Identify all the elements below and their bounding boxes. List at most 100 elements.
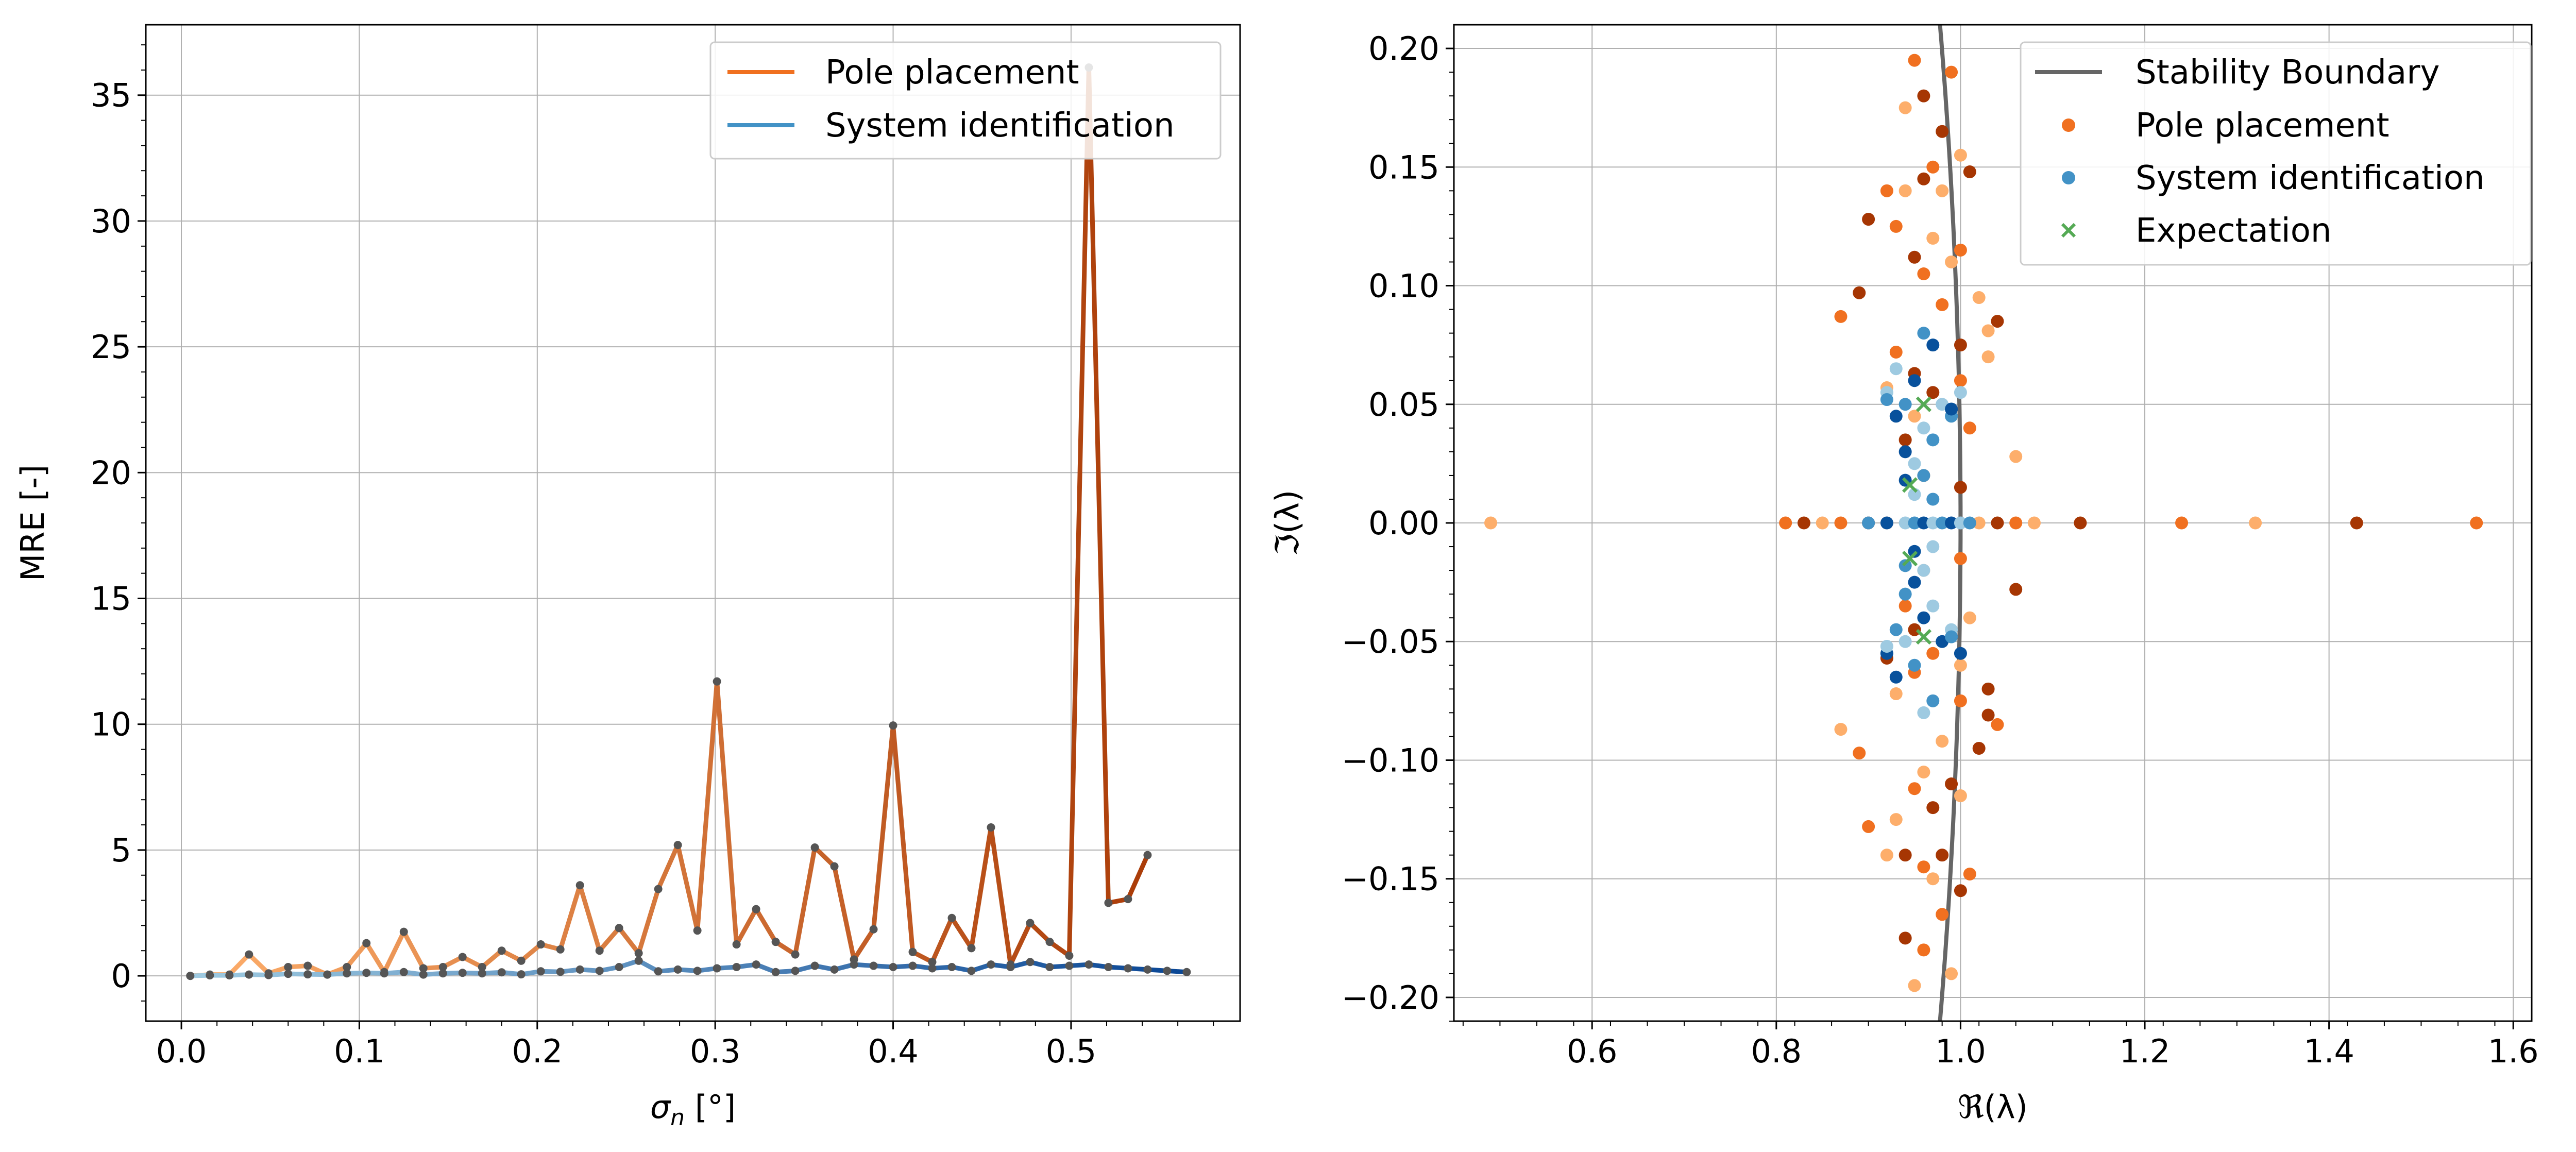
series-segment-0 bbox=[344, 941, 369, 970]
series-segment-0 bbox=[1125, 853, 1150, 902]
expectation-cross-stroke bbox=[1902, 477, 1918, 493]
series-point-0 bbox=[752, 905, 760, 913]
series-point-1 bbox=[987, 960, 995, 969]
series-point-1 bbox=[1143, 965, 1152, 974]
expectation-cross-stroke bbox=[1916, 396, 1932, 412]
series-point-1 bbox=[575, 965, 584, 974]
legend-swatch-system-identification-dot bbox=[2062, 171, 2075, 184]
series-segment-0 bbox=[364, 941, 387, 975]
series-point-0 bbox=[928, 958, 937, 967]
right-y-tick-label: 0.15 bbox=[1368, 148, 1439, 186]
left-legend: Pole placement System identification bbox=[709, 41, 1222, 160]
pole-placement-point bbox=[1834, 723, 1848, 736]
pole-placement-point bbox=[1908, 410, 1921, 423]
pole-placement-point bbox=[1954, 243, 1967, 257]
series-segment-0 bbox=[401, 929, 426, 971]
legend-label-expectation: Expectation bbox=[2136, 212, 2331, 250]
pole-placement-point bbox=[1908, 979, 1921, 992]
series-segment-0 bbox=[988, 825, 1013, 967]
series-point-0 bbox=[1065, 952, 1074, 960]
pole-placement-point bbox=[1853, 747, 1866, 760]
system-identification-point bbox=[1963, 516, 1976, 530]
series-segment-0 bbox=[812, 845, 837, 869]
pole-placement-point bbox=[1917, 766, 1930, 778]
system-identification-point bbox=[1926, 599, 1940, 613]
series-point-1 bbox=[458, 969, 467, 977]
pole-placement-point bbox=[1954, 658, 1967, 672]
left-x-label-main: σ bbox=[650, 1088, 671, 1126]
series-point-1 bbox=[1163, 967, 1172, 975]
pole-placement-point bbox=[1917, 172, 1930, 185]
series-point-0 bbox=[419, 964, 428, 973]
legend-swatch-expectation bbox=[2061, 223, 2076, 238]
pole-placement-point bbox=[1889, 813, 1903, 826]
system-identification-point bbox=[1908, 658, 1921, 672]
right-y-tick-label: −0.20 bbox=[1342, 979, 1439, 1017]
pole-placement-point bbox=[2350, 516, 2363, 530]
series-point-0 bbox=[536, 940, 545, 949]
series-point-1 bbox=[343, 969, 351, 978]
series-segment-0 bbox=[969, 825, 993, 951]
series-point-1 bbox=[1045, 962, 1054, 971]
system-identification-point bbox=[1954, 516, 1967, 530]
system-identification-point bbox=[1917, 421, 1930, 435]
pole-placement-point bbox=[1945, 777, 1958, 791]
pole-placement-point bbox=[1926, 160, 1940, 174]
series-point-1 bbox=[1104, 962, 1113, 971]
right-x-tick-label: 0.6 bbox=[1567, 1032, 1618, 1070]
expectation-cross-stroke bbox=[1902, 550, 1918, 567]
series-point-1 bbox=[419, 970, 428, 979]
system-identification-point bbox=[1917, 469, 1930, 482]
series-point-1 bbox=[399, 968, 408, 976]
pole-placement-point bbox=[1936, 908, 1949, 921]
series-point-1 bbox=[713, 964, 721, 973]
series-point-0 bbox=[1104, 899, 1113, 907]
pole-placement-point bbox=[1926, 386, 1940, 399]
right-legend-box bbox=[2020, 41, 2532, 266]
series-segment-0 bbox=[793, 845, 818, 957]
left-y-tick-label: 35 bbox=[91, 77, 131, 114]
pole-placement-point bbox=[1991, 718, 2004, 731]
pole-placement-point bbox=[1954, 148, 1967, 162]
pole-placement-point bbox=[1991, 516, 2004, 530]
series-point-0 bbox=[1124, 895, 1132, 904]
series-point-1 bbox=[264, 971, 273, 979]
pole-placement-point bbox=[1954, 884, 1967, 897]
series-segment-0 bbox=[852, 927, 876, 962]
system-identification-point bbox=[1880, 639, 1893, 653]
system-identification-point bbox=[1908, 457, 1921, 470]
left-series bbox=[186, 63, 1191, 980]
series-point-1 bbox=[206, 971, 214, 980]
pole-placement-point bbox=[1889, 687, 1903, 701]
series-point-1 bbox=[850, 960, 858, 969]
series-segment-0 bbox=[832, 864, 857, 962]
series-segment-0 bbox=[636, 887, 661, 956]
pole-placement-point bbox=[1899, 599, 1912, 613]
left-y-tick-label: 25 bbox=[91, 328, 131, 366]
right-y-tick-label: 0.20 bbox=[1368, 30, 1439, 67]
series-point-1 bbox=[830, 965, 839, 974]
series-segment-0 bbox=[871, 723, 896, 932]
right-y-tick-label: 0.00 bbox=[1368, 504, 1439, 542]
series-segment-0 bbox=[558, 883, 583, 952]
series-segment-0 bbox=[675, 842, 700, 933]
series-point-0 bbox=[791, 950, 800, 959]
series-point-1 bbox=[595, 967, 604, 975]
right-y-tick-label: −0.15 bbox=[1342, 860, 1439, 898]
system-identification-point bbox=[1926, 433, 1940, 447]
series-point-0 bbox=[732, 940, 741, 949]
system-identification-point bbox=[1889, 410, 1903, 423]
series-point-0 bbox=[654, 885, 663, 893]
left-y-tick-label: 15 bbox=[91, 580, 131, 618]
pole-placement-point bbox=[2175, 516, 2189, 530]
pole-placement-point bbox=[1917, 943, 1930, 957]
left-x-tick-label: 0.3 bbox=[690, 1032, 741, 1070]
left-x-axis-label: σn [°] bbox=[650, 1088, 736, 1131]
pole-placement-point bbox=[1880, 849, 1893, 862]
pole-placement-point bbox=[1889, 345, 1903, 359]
pole-placement-point bbox=[2009, 516, 2023, 530]
pole-placement-point bbox=[2009, 450, 2023, 463]
series-point-1 bbox=[186, 972, 195, 980]
expectation-point bbox=[1902, 550, 1918, 567]
left-x-label-unit: [°] bbox=[685, 1088, 736, 1126]
